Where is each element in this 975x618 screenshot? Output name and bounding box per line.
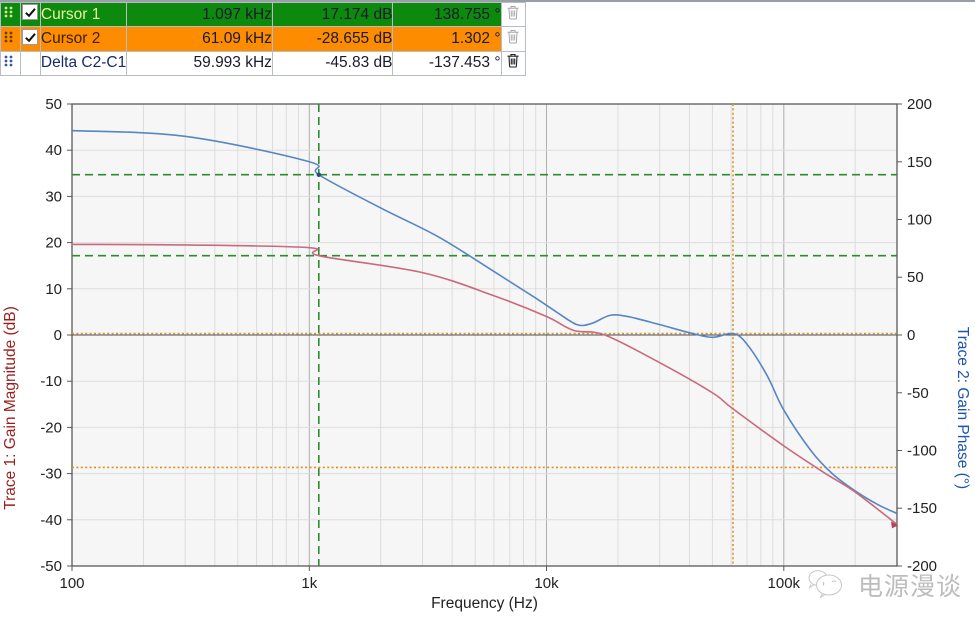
svg-text:-50: -50	[907, 385, 929, 402]
svg-text:10k: 10k	[534, 575, 559, 592]
svg-text:30: 30	[45, 188, 62, 205]
svg-text:10: 10	[45, 281, 62, 298]
svg-text:1k: 1k	[301, 575, 317, 592]
svg-text:-50: -50	[40, 558, 62, 575]
svg-text:100: 100	[59, 575, 84, 592]
svg-text:40: 40	[45, 142, 62, 159]
svg-text:200: 200	[907, 96, 932, 113]
svg-text:-150: -150	[907, 500, 937, 517]
svg-text:-100: -100	[907, 443, 937, 460]
svg-text:20: 20	[45, 235, 62, 252]
svg-text:50: 50	[907, 269, 924, 286]
svg-text:-10: -10	[40, 373, 62, 390]
svg-text:100k: 100k	[768, 575, 801, 592]
svg-text:0: 0	[907, 327, 915, 344]
svg-text:150: 150	[907, 154, 932, 171]
svg-text:-30: -30	[40, 466, 62, 483]
svg-text:-20: -20	[40, 419, 62, 436]
svg-text:100: 100	[907, 212, 932, 229]
svg-text:-40: -40	[40, 512, 62, 529]
svg-text:50: 50	[45, 96, 62, 113]
svg-text:0: 0	[54, 327, 62, 344]
